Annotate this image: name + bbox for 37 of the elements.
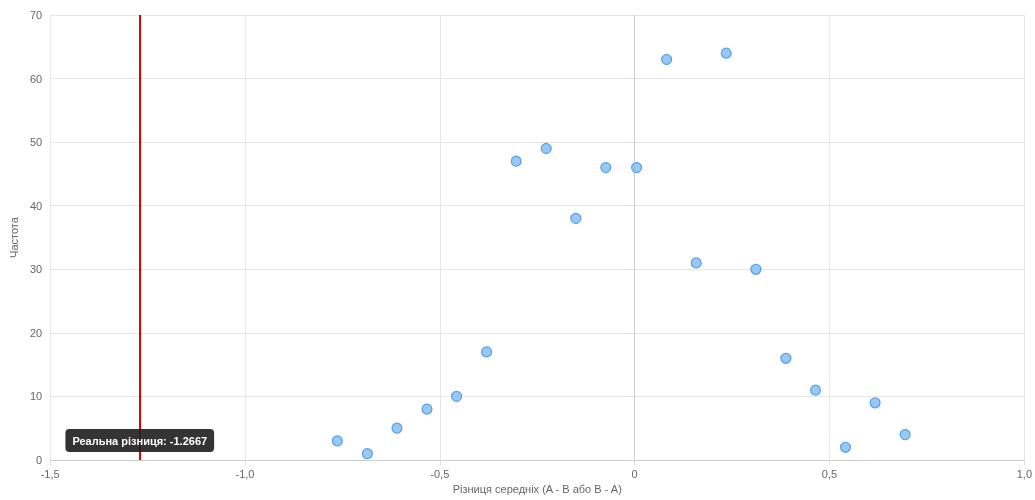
point xyxy=(570,212,582,225)
x-axis-title: Різниця середніх (A - B або B - A) xyxy=(452,483,622,496)
point xyxy=(690,257,702,269)
point xyxy=(839,441,852,453)
x-tick-label: 1,0 xyxy=(1016,467,1032,480)
point xyxy=(510,155,522,167)
y-tick-label: 20 xyxy=(29,326,43,339)
ref-line-label: Реальна різниця: -1.2667 xyxy=(72,434,208,447)
y-tick-label: 60 xyxy=(29,72,43,85)
point xyxy=(600,161,612,174)
point xyxy=(809,384,822,396)
point xyxy=(391,422,403,434)
point xyxy=(780,352,792,364)
point xyxy=(869,397,881,409)
x-tick-label: -1,5 xyxy=(40,467,60,480)
y-tick-label: 70 xyxy=(29,9,43,21)
point xyxy=(481,346,493,358)
point xyxy=(631,161,643,174)
y-axis-title: Частота xyxy=(7,216,20,258)
x-tick-label: -0,5 xyxy=(430,467,450,480)
point xyxy=(450,390,463,403)
point xyxy=(899,428,911,441)
x-tick-label: 0 xyxy=(631,467,638,480)
x-tick-label: -1,0 xyxy=(235,467,255,480)
point xyxy=(540,142,552,155)
x-tick-label: 0,5 xyxy=(821,467,838,480)
y-tick-label: 0 xyxy=(36,454,43,466)
point xyxy=(720,47,732,59)
point xyxy=(331,435,343,447)
point xyxy=(421,403,433,415)
y-tick-label: 50 xyxy=(29,136,43,149)
point xyxy=(661,53,673,66)
y-tick-label: 30 xyxy=(29,263,43,276)
point xyxy=(361,448,373,460)
point xyxy=(750,263,762,275)
y-tick-label: 40 xyxy=(29,199,43,212)
y-tick-label: 10 xyxy=(29,390,43,403)
